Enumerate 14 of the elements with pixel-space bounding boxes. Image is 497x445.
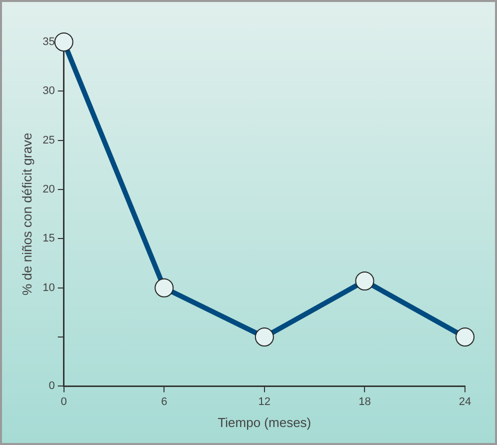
x-tick-label: 6 bbox=[161, 396, 168, 408]
x-tick-label: 18 bbox=[358, 396, 371, 408]
x-tick-label: 0 bbox=[60, 396, 67, 408]
y-tick-label: 20 bbox=[42, 184, 55, 196]
y-tick-label: 25 bbox=[42, 134, 55, 146]
y-tick-label: 35 bbox=[42, 36, 55, 48]
x-tick-label: 24 bbox=[458, 396, 472, 408]
y-axis-title: % de niños con déficit grave bbox=[19, 132, 34, 296]
x-axis-title: Tiempo (meses) bbox=[218, 414, 312, 430]
x-tick-label: 12 bbox=[258, 396, 271, 408]
y-tick-label: 30 bbox=[42, 85, 55, 98]
y-tick-label: 15 bbox=[42, 232, 55, 245]
y-tick-label: 0 bbox=[48, 380, 55, 392]
y-tick-label: 10 bbox=[42, 282, 55, 294]
